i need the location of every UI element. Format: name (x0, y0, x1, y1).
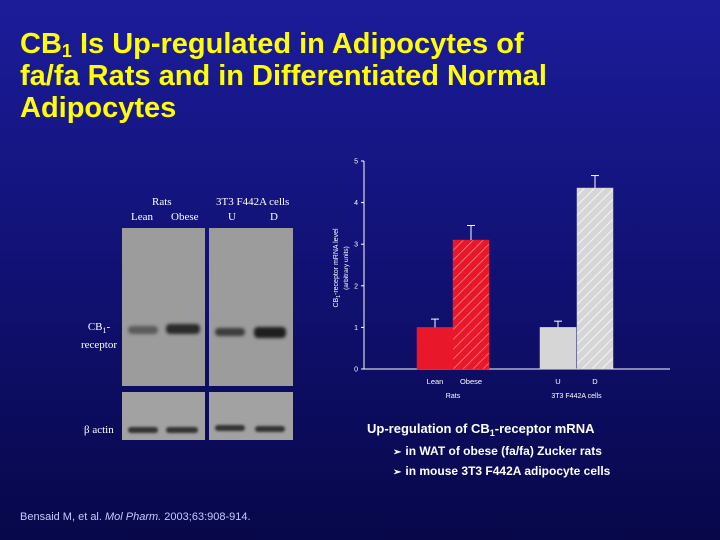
y-tick-label: 1 (354, 325, 358, 332)
blot-group-cells: 3T3 F442A cells (216, 196, 290, 208)
x-tick-label: D (592, 377, 598, 386)
blot-band-u-actin (215, 425, 245, 431)
x-group-label: Rats (446, 393, 461, 400)
blot-panel-rats-cb1 (122, 228, 205, 386)
y-tick-label: 3 (354, 242, 358, 249)
blot-band-obese-cb1 (166, 324, 200, 334)
x-group-label: 3T3 F442A cells (551, 393, 602, 400)
x-tick-label: Lean (427, 377, 444, 386)
title-line-3: Adipocytes (20, 92, 177, 124)
blot-band-lean-actin (128, 427, 158, 433)
blot-lane-d: D (270, 211, 278, 223)
blot-band-d-cb1 (254, 327, 286, 338)
y-axis-label: CB1-receptor mRNA level (333, 228, 342, 307)
citation: Bensaid M, et al. Mol Pharm. 2003;63:908… (20, 511, 251, 523)
chart-plot-area: 0 1 2 3 4 5 CB1-receptor mRNA level (arbitrary … (333, 159, 670, 400)
caption-bullet-2: ➢ in mouse 3T3 F442A adipocyte cells (393, 464, 611, 478)
y-tick-label: 5 (354, 159, 358, 166)
blot-band-d-actin (255, 426, 285, 432)
blot-band-lean-cb1 (128, 326, 158, 334)
bar-obese (452, 239, 490, 370)
arrow-bullet-icon: ➢ (393, 467, 402, 478)
caption-heading: Up-regulation of CB1-receptor mRNA (367, 421, 595, 438)
blot-band-obese-actin (166, 427, 198, 433)
x-tick-label: Obese (460, 377, 482, 386)
blot-group-rats: Rats (152, 196, 172, 208)
x-tick-label: U (555, 377, 560, 386)
title-line-1: CB1 Is Up-regulated in Adipocytes of (20, 28, 524, 61)
blot-lane-obese: Obese (171, 211, 199, 223)
blot-band-u-cb1 (215, 328, 245, 336)
blot-panel-cells-cb1 (209, 228, 293, 386)
y-tick-label: 0 (354, 367, 358, 374)
blot-panel-cells-actin (209, 392, 293, 440)
bar-lean (416, 327, 454, 370)
title-line-2: fa/fa Rats and in Differentiated Normal (20, 60, 547, 92)
arrow-bullet-icon: ➢ (393, 447, 402, 458)
blot-panel-rats-actin (122, 392, 205, 440)
blot-lane-u: U (228, 211, 236, 223)
beta-actin-label: β actin (84, 424, 114, 436)
slide-title: CB1 Is Up-regulated in Adipocytes of fa/… (20, 28, 680, 124)
y-tick-label: 2 (354, 283, 358, 290)
y-tick-label: 4 (354, 200, 358, 207)
bar-d (576, 187, 614, 370)
y-axis-units-label: (arbitrary units) (343, 246, 350, 290)
caption-bullet-1: ➢ in WAT of obese (fa/fa) Zucker rats (393, 444, 602, 458)
cb1-receptor-label: CB1- receptor (80, 321, 118, 352)
bar-u (539, 327, 577, 370)
blot-lane-lean: Lean (131, 211, 153, 223)
